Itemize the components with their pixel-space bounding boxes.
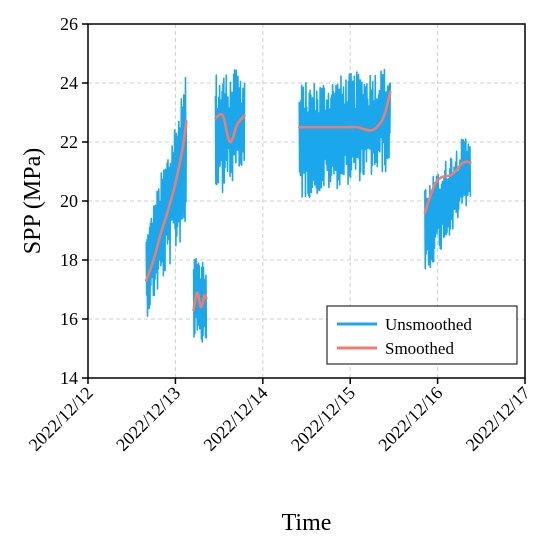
unsmoothed-series-segment <box>214 69 246 194</box>
y-tick-label: 18 <box>60 250 78 270</box>
x-tick-label: 2022/12/12 <box>25 383 97 455</box>
x-axis-title: Time <box>282 510 332 536</box>
y-tick-label: 24 <box>60 73 78 93</box>
plot-data <box>144 68 472 343</box>
y-tick-label: 22 <box>60 132 78 152</box>
legend-box <box>326 305 518 365</box>
x-tick-label: 2022/12/17 <box>462 383 534 455</box>
legend-label-smoothed: Smoothed <box>385 339 454 358</box>
smoothed-series-segment <box>214 112 246 144</box>
smoothed-series-segment <box>297 90 392 132</box>
x-tick-label: 2022/12/14 <box>199 383 271 455</box>
legend-label-unsmoothed: Unsmoothed <box>385 315 472 334</box>
legend: Unsmoothed Smoothed <box>326 305 518 365</box>
y-tick-label: 26 <box>60 14 78 34</box>
smoothed-series-segment <box>192 291 208 312</box>
x-tick-label: 2022/12/13 <box>112 383 184 455</box>
x-tick-label: 2022/12/16 <box>374 383 446 455</box>
smoothed-series-segment <box>423 160 472 215</box>
unsmoothed-series-segment <box>424 138 472 270</box>
y-tick-label: 20 <box>60 191 78 211</box>
smoothed-series-segment <box>144 120 188 282</box>
y-tick-label: 16 <box>60 309 78 329</box>
unsmoothed-series-segment <box>298 68 392 199</box>
y-tick-label: 14 <box>60 368 78 388</box>
y-axis-title: SPP (MPa) <box>20 148 46 254</box>
unsmoothed-series-segment <box>145 76 188 317</box>
x-tick-label: 2022/12/15 <box>287 383 359 455</box>
